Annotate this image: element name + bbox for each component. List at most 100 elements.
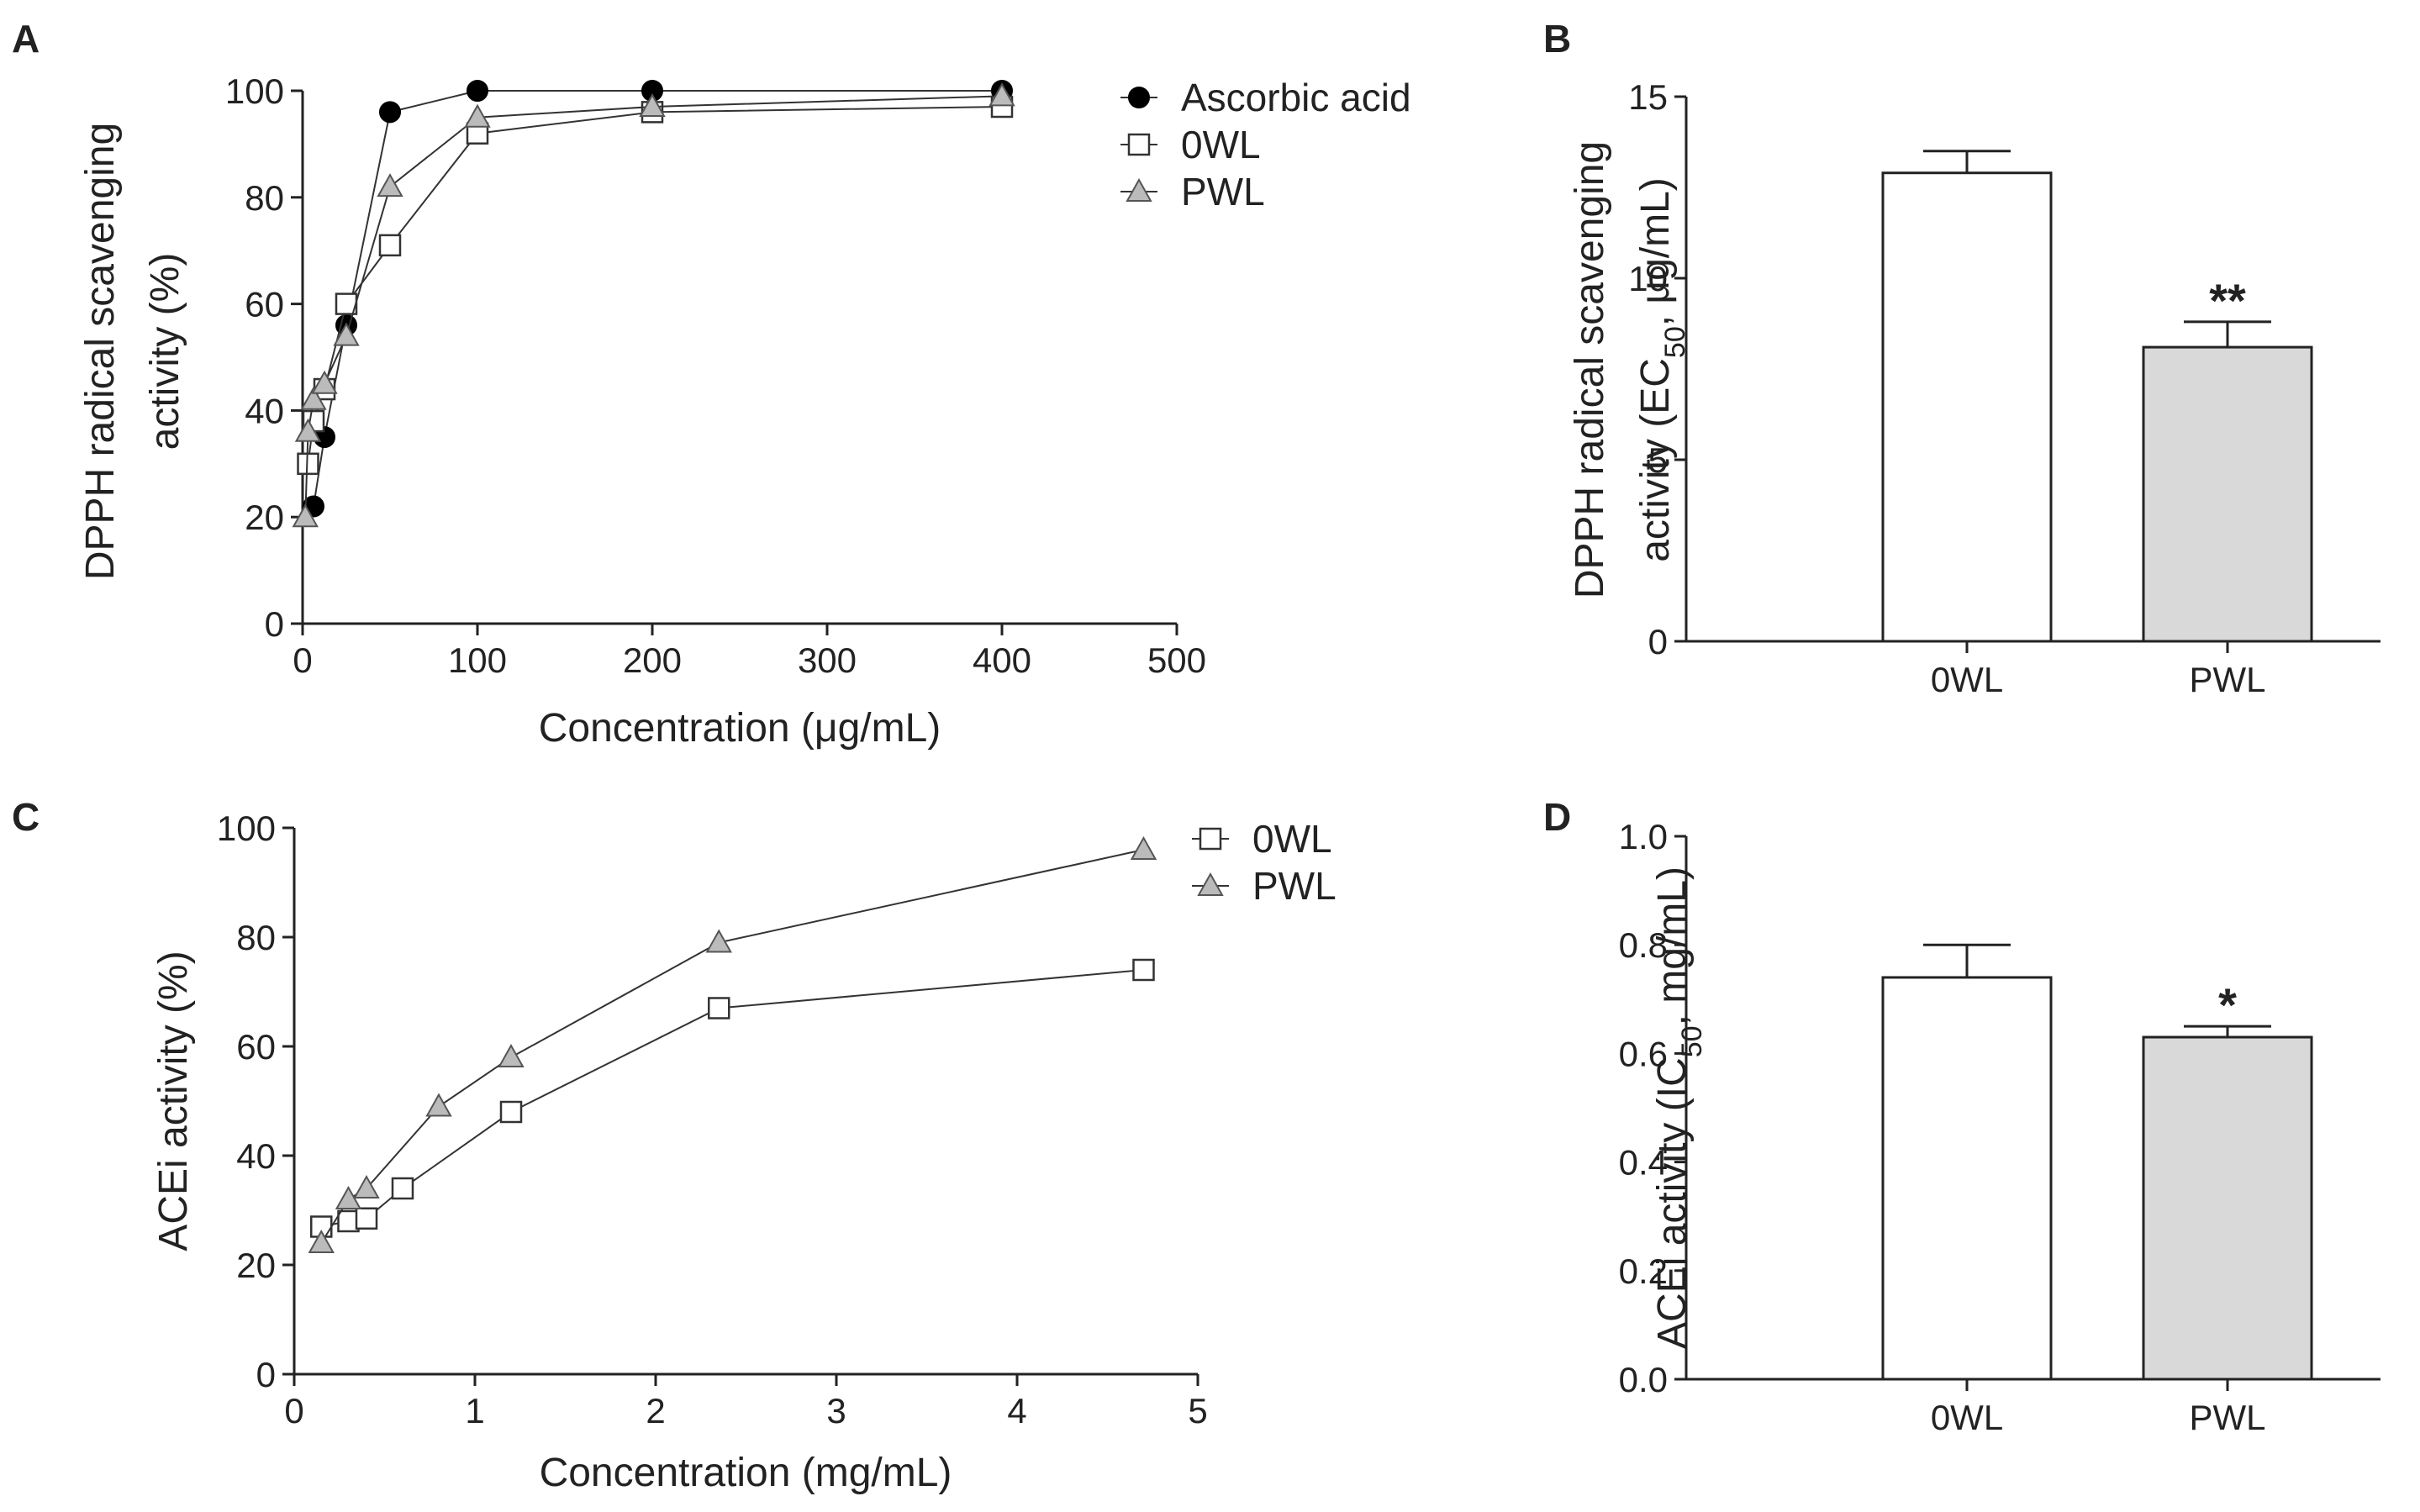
data-point <box>708 997 730 1019</box>
data-point <box>989 82 1015 107</box>
legend-marker <box>1127 133 1151 156</box>
legend-label: PWL <box>1252 864 1337 908</box>
bar-0wl <box>1881 171 2053 643</box>
data-point <box>425 1093 452 1117</box>
y-tick-label: 0.2 <box>1619 1251 1668 1291</box>
panel-b: B 0 5 10 15 0WL PWL ** DPPH radical scavenging ac… <box>1543 17 2380 699</box>
y-axis-title: DPPH radical scavenging <box>78 123 123 580</box>
data-point <box>639 92 666 118</box>
panel-letter: D <box>1543 795 1571 839</box>
legend-label: 0WL <box>1181 123 1261 166</box>
series-0wl <box>310 958 1155 1238</box>
y-tick-label: 80 <box>236 918 276 957</box>
y-tick-label: 20 <box>236 1246 276 1285</box>
data-point <box>464 103 491 128</box>
bar-0wl <box>1881 976 2053 1381</box>
legend-marker <box>1197 872 1224 896</box>
series-pwl <box>308 835 1157 1253</box>
data-point <box>705 929 732 953</box>
y-tick-label: 0.0 <box>1619 1360 1668 1399</box>
legend-marker <box>1126 177 1152 202</box>
x-tick-label: 5 <box>1188 1391 1207 1430</box>
y-axis-title: ACEi activity (%) <box>151 951 196 1251</box>
y-axis-title: activity (%) <box>143 253 187 450</box>
x-tick-label: 4 <box>1007 1391 1026 1430</box>
bar-pwl <box>2142 345 2313 643</box>
y-tick-label: 0.6 <box>1619 1034 1668 1073</box>
data-point <box>353 1174 380 1199</box>
panel-letter: B <box>1543 17 1571 61</box>
significance-marker: ** <box>2209 274 2246 327</box>
x-tick-label: 200 <box>623 640 682 680</box>
bar-pwl <box>2142 1035 2313 1381</box>
y-tick-label: 40 <box>245 391 284 430</box>
panel-a: A 0 20 40 60 80 100 0 100 200 300 400 500 Concentrati… <box>12 17 1411 751</box>
data-point <box>292 503 319 528</box>
x-tick-label: 1 <box>465 1391 484 1430</box>
data-point <box>498 1043 525 1067</box>
y-tick-label: 15 <box>1628 77 1668 117</box>
y-tick-label: 100 <box>225 71 284 111</box>
category-label: PWL <box>2189 660 2265 699</box>
panel-letter: A <box>12 17 40 61</box>
data-point <box>499 1100 523 1124</box>
x-axis-title: Concentration (mg/mL) <box>540 1451 952 1495</box>
x-tick-label: 2 <box>646 1391 665 1430</box>
legend-marker <box>1199 827 1222 851</box>
y-tick-label: 100 <box>217 809 276 848</box>
category-label: 0WL <box>1931 1398 2003 1437</box>
category-label: PWL <box>2189 1398 2265 1437</box>
y-tick-label: 60 <box>236 1027 276 1067</box>
y-tick-label: 40 <box>236 1136 276 1176</box>
y-tick-label: 80 <box>245 178 284 218</box>
x-tick-label: 100 <box>448 640 507 680</box>
data-point <box>311 370 338 394</box>
series-ascorbic-acid <box>303 80 1013 518</box>
category-label: 0WL <box>1931 660 2003 699</box>
y-tick-label: 1.0 <box>1619 817 1668 856</box>
significance-marker: * <box>2218 978 2237 1031</box>
y-tick-label: 0.8 <box>1619 925 1668 965</box>
y-tick-label: 0 <box>1648 622 1668 661</box>
x-tick-label: 0 <box>293 640 312 680</box>
y-axis-title: DPPH radical scavenging <box>1568 141 1612 598</box>
panel-letter: C <box>12 795 40 839</box>
data-point <box>378 234 402 257</box>
data-point <box>1130 835 1157 860</box>
y-tick-label: 5 <box>1648 440 1668 480</box>
y-axis-title: ACEi activity (IC50, mg/mL) <box>1650 867 1708 1349</box>
y-tick-label: 20 <box>245 498 284 537</box>
data-point <box>294 418 322 442</box>
legend-label: PWL <box>1181 170 1265 213</box>
data-point <box>333 322 360 346</box>
legend-label: Ascorbic acid <box>1181 76 1411 119</box>
data-point <box>467 80 488 102</box>
y-tick-label: 0.4 <box>1619 1143 1668 1183</box>
legend-marker <box>1128 87 1150 108</box>
data-point <box>379 101 401 124</box>
data-point <box>300 386 327 410</box>
y-tick-label: 10 <box>1628 259 1668 298</box>
legend-label: 0WL <box>1252 817 1332 861</box>
x-axis-title: Concentration (μg/mL) <box>539 706 941 751</box>
data-point <box>377 173 403 198</box>
x-tick-label: 0 <box>284 1391 303 1430</box>
y-tick-label: 60 <box>245 285 284 324</box>
y-tick-label: 0 <box>256 1355 276 1394</box>
data-point <box>1132 958 1155 982</box>
y-axis-title: activity (EC50, μg/mL) <box>1633 177 1691 562</box>
data-point <box>308 1229 335 1253</box>
y-tick-label: 0 <box>265 604 284 644</box>
x-tick-label: 3 <box>826 1391 846 1430</box>
data-point <box>355 1207 378 1230</box>
x-tick-label: 300 <box>798 640 857 680</box>
panel-d: D 0.0 0.2 0.4 0.6 0.8 1.0 0WL PWL * ACEi activity … <box>1543 795 2380 1437</box>
x-tick-label: 400 <box>973 640 1031 680</box>
x-tick-label: 500 <box>1147 640 1206 680</box>
panel-c: C 0 20 40 60 80 100 0 1 2 3 4 5 Concentration (mg/mL)… <box>12 795 1337 1495</box>
data-point <box>391 1177 414 1200</box>
series-pwl <box>292 82 1015 528</box>
